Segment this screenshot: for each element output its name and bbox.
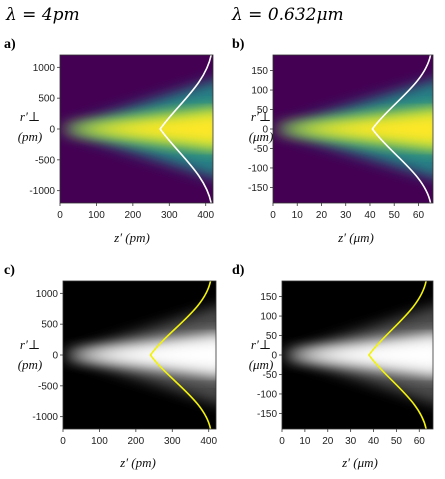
profile-curve — [159, 55, 212, 203]
x-tick-label: 300 — [164, 436, 181, 447]
header-wavelength-left: λ = 4pm — [6, 5, 80, 25]
x-tick-label: 40 — [364, 210, 376, 221]
y-axis-label: r′⊥ — [20, 109, 40, 124]
y-tick-label: 500 — [41, 320, 58, 331]
y-axis-unit: (pm) — [18, 129, 43, 144]
x-tick-label: 100 — [88, 210, 105, 221]
y-axis-label: r′⊥ — [20, 337, 40, 352]
y-tick-label: -50 — [263, 370, 278, 381]
x-tick-label: 40 — [368, 436, 380, 447]
y-tick-label: 100 — [260, 312, 277, 323]
x-tick-label: 200 — [125, 210, 142, 221]
x-tick-label: 10 — [299, 436, 311, 447]
x-tick-label: 60 — [413, 210, 425, 221]
x-tick-label: 10 — [292, 210, 304, 221]
y-tick-label: 1000 — [36, 289, 59, 300]
profile-curve — [149, 281, 212, 429]
y-tick-label: -1000 — [32, 412, 58, 423]
chart-panel-d: 150 100 50 0 -50 -100 -150 0 10 20 30 40 50 60 r′⊥ (μm)… — [249, 280, 434, 470]
y-axis-unit: (μm) — [249, 357, 274, 372]
beam-intensity — [273, 55, 433, 203]
header-wavelength-right: λ = 0.632μm — [232, 5, 344, 25]
chart-panel-a: 1000 500 0 -500 -1000 0 100 200 300 400 r′⊥ (pm) z′ … — [18, 54, 214, 245]
y-axis-label: r′⊥ — [251, 337, 271, 352]
x-tick-label: 100 — [91, 436, 108, 447]
panel-label-b: b) — [232, 37, 245, 52]
x-tick-label: 20 — [316, 210, 328, 221]
y-tick-label: 100 — [251, 86, 268, 97]
x-tick-label: 400 — [200, 436, 217, 447]
x-tick-label: 0 — [57, 210, 63, 221]
x-axis-label: z′ (pm) — [119, 455, 156, 470]
y-tick-label: -500 — [35, 155, 55, 166]
y-tick-label: 0 — [262, 125, 268, 136]
x-tick-label: 0 — [279, 436, 285, 447]
y-tick-label: -150 — [248, 183, 268, 194]
x-tick-label: 50 — [389, 210, 401, 221]
y-axis-unit: (μm) — [249, 129, 274, 144]
y-tick-label: -100 — [257, 389, 277, 400]
y-tick-label: 50 — [257, 105, 269, 116]
x-tick-label: 300 — [161, 210, 178, 221]
y-tick-label: -500 — [38, 381, 58, 392]
beam-core — [63, 338, 216, 372]
x-tick-label: 30 — [345, 436, 357, 447]
profile-curve — [367, 281, 427, 429]
panel-label-c: c) — [4, 263, 15, 278]
x-axis-label: z′ (μm) — [341, 455, 378, 470]
x-tick-label: 60 — [414, 436, 426, 447]
y-axis-unit: (pm) — [18, 357, 43, 372]
panel-label-d: d) — [232, 263, 245, 278]
y-tick-label: -150 — [257, 409, 277, 420]
beam-intensity — [60, 55, 213, 203]
profile-curve — [371, 55, 432, 203]
y-tick-label: 0 — [271, 351, 277, 362]
y-tick-label: 150 — [260, 292, 277, 303]
x-tick-label: 0 — [270, 210, 276, 221]
y-tick-label: -1000 — [29, 186, 55, 197]
x-tick-label: 400 — [197, 210, 214, 221]
y-axis-label: r′⊥ — [251, 109, 271, 124]
y-tick-label: -50 — [254, 144, 269, 155]
panel-label-a: a) — [4, 37, 16, 52]
x-tick-label: 20 — [322, 436, 334, 447]
y-tick-label: 0 — [52, 351, 58, 362]
beam-intensity — [282, 281, 433, 429]
x-tick-label: 50 — [391, 436, 403, 447]
beam-core — [60, 112, 213, 146]
y-tick-label: 1000 — [33, 63, 56, 74]
x-tick-label: 0 — [60, 436, 66, 447]
y-tick-label: 150 — [251, 66, 268, 77]
x-tick-label: 30 — [340, 210, 352, 221]
beam-core — [273, 112, 433, 146]
y-tick-label: 50 — [266, 331, 278, 342]
y-tick-label: 500 — [38, 94, 55, 105]
y-tick-label: 0 — [49, 125, 55, 136]
x-axis-label: z′ (pm) — [113, 230, 150, 245]
chart-panel-b: 150 100 50 0 -50 -100 -150 0 10 20 30 40 50 60 r′⊥ (μm)… — [248, 54, 434, 245]
x-tick-label: 200 — [128, 436, 145, 447]
beam-intensity — [63, 281, 216, 429]
x-axis-label: z′ (μm) — [337, 230, 374, 245]
chart-panel-c: 1000 500 0 -500 -1000 0 100 200 300 400 r′⊥ (pm) z′ … — [18, 280, 217, 470]
beam-core — [282, 338, 433, 372]
y-tick-label: -100 — [248, 163, 268, 174]
